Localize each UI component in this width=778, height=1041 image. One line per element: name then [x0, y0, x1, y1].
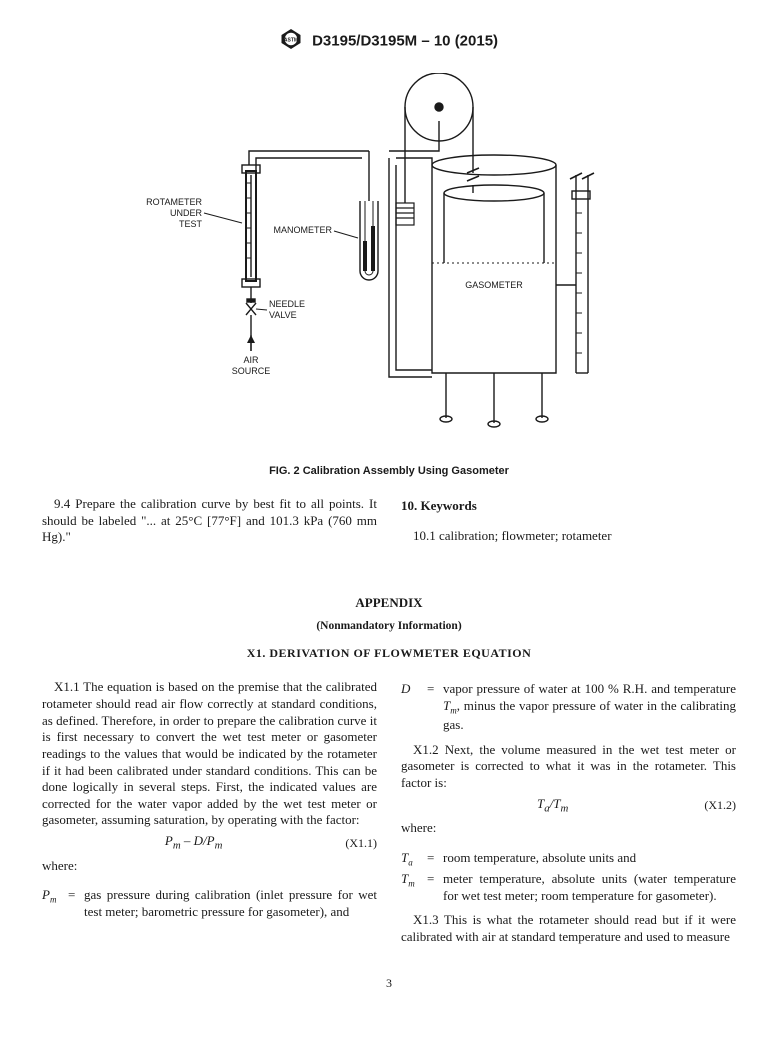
x1-title: X1. DERIVATION OF FLOWMETER EQUATION	[42, 646, 736, 661]
appendix-title: APPENDIX	[42, 595, 736, 612]
para-x1-2: X1.2 Next, the volume measured in the we…	[401, 742, 736, 792]
para-10-1: 10.1 calibration; flowmeter; rotameter	[401, 528, 736, 545]
para-9-4: 9.4 Prepare the calibration curve by bes…	[42, 496, 377, 546]
para-x1-1: X1.1 The equation is based on the premis…	[42, 679, 377, 829]
label-needle-2: VALVE	[269, 310, 297, 320]
label-needle-1: NEEDLE	[269, 299, 305, 309]
designation: D3195/D3195M – 10 (2015)	[312, 33, 498, 50]
para-x1-3: X1.3 This is what the rotameter should r…	[401, 912, 736, 945]
col-right-lower: D = vapor pressure of water at 100 % R.H…	[401, 679, 736, 948]
label-rotameter-1: ROTAMETER	[146, 197, 202, 207]
appendix-body: X1.1 The equation is based on the premis…	[42, 679, 736, 948]
where-2: where:	[401, 820, 736, 837]
appendix-subtitle: (Nonmandatory Information)	[42, 619, 736, 634]
col-left-upper: 9.4 Prepare the calibration curve by bes…	[42, 496, 377, 549]
figure-2: ROTAMETER UNDER TEST MANOMETER GASOMETER…	[42, 73, 736, 478]
label-rotameter-3: TEST	[179, 219, 203, 229]
label-air-2: SOURCE	[232, 366, 271, 376]
where-1: where:	[42, 858, 377, 875]
label-manometer: MANOMETER	[274, 225, 333, 235]
label-air-1: AIR	[243, 355, 259, 365]
label-gasometer: GASOMETER	[465, 280, 523, 290]
def-tm: Tm = meter temperature, absolute units (…	[401, 871, 736, 904]
col-left-lower: X1.1 The equation is based on the premis…	[42, 679, 377, 948]
page-header: ASTM D3195/D3195M – 10 (2015)	[42, 28, 736, 55]
def-pm: Pm = gas pressure during calibration (in…	[42, 887, 377, 920]
def-d: D = vapor pressure of water at 100 % R.H…	[401, 681, 736, 733]
label-rotameter-2: UNDER	[170, 208, 203, 218]
svg-text:ASTM: ASTM	[284, 38, 298, 44]
astm-logo: ASTM	[280, 28, 302, 55]
def-ta: Ta = room temperature, absolute units an…	[401, 850, 736, 869]
col-right-upper: 10. Keywords 10.1 calibration; flowmeter…	[401, 496, 736, 549]
equation-x1-2: Ta/Tm (X1.2)	[401, 796, 736, 816]
heading-10: 10. Keywords	[401, 498, 736, 515]
figure-caption: FIG. 2 Calibration Assembly Using Gasome…	[42, 464, 736, 478]
page-number: 3	[42, 976, 736, 991]
equation-x1-1: Pm – D/Pm (X1.1)	[42, 833, 377, 853]
section-9-10: 9.4 Prepare the calibration curve by bes…	[42, 496, 736, 549]
